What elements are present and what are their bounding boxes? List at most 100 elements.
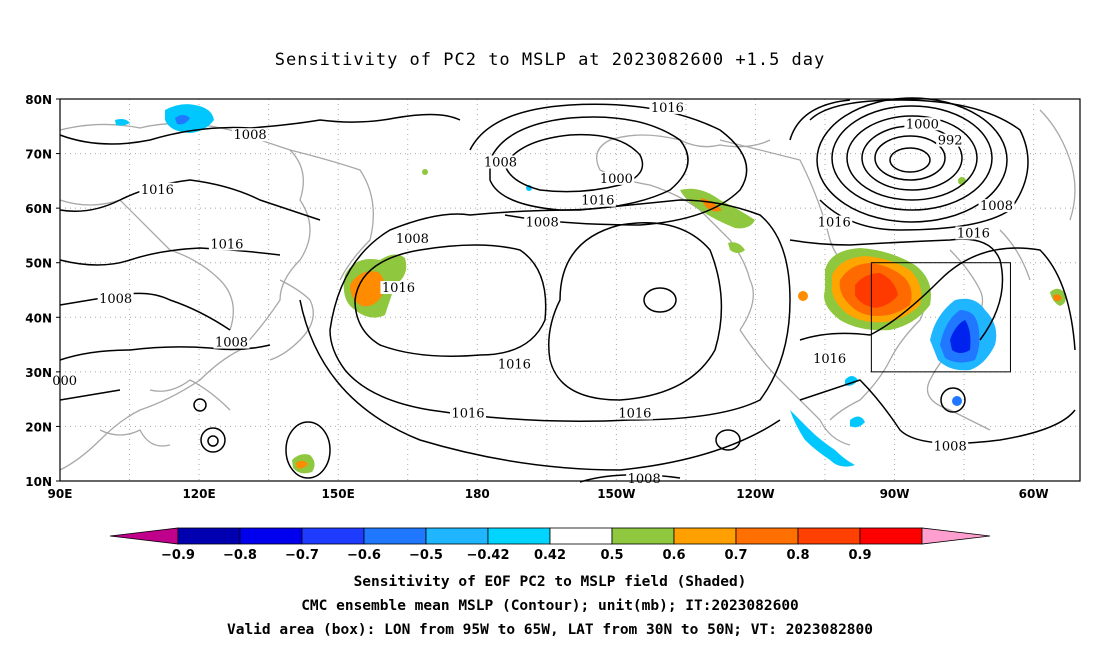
colorbar-label: 0.8 — [786, 548, 809, 563]
colorbar-label: −0.42 — [467, 548, 510, 563]
colorbar-segment — [797, 527, 861, 545]
colorbar-segment — [363, 527, 427, 545]
colorbar-max-triangle — [921, 527, 991, 545]
colorbar-segment — [177, 527, 241, 545]
lat-label: 50N — [25, 257, 52, 271]
colorbar-segment — [859, 527, 923, 545]
valid-area-box — [870, 262, 1011, 373]
contour-label: 1016 — [498, 357, 531, 372]
contour-label: 1016 — [618, 407, 651, 422]
colorbar-label: 0.7 — [724, 548, 747, 563]
lat-label: 70N — [25, 148, 52, 162]
contour-label: 1008 — [628, 472, 661, 487]
colorbar-segment — [673, 527, 737, 545]
contour-label-bg — [616, 406, 653, 420]
contour-label: 000 — [52, 374, 77, 389]
lat-label: 30N — [25, 366, 52, 380]
contour-label: 1008 — [215, 336, 248, 351]
lat-label: 10N — [25, 475, 52, 489]
contour-label: 1016 — [818, 216, 851, 231]
contour-label-bg — [50, 373, 79, 387]
contour-label: 1000 — [906, 117, 939, 132]
contour-label: 1008 — [526, 216, 559, 231]
contour-label: 1016 — [451, 407, 484, 422]
lon-label: 180 — [465, 487, 490, 501]
colorbar-min-triangle — [109, 527, 179, 545]
contour-label-bg — [394, 231, 431, 245]
contour-label-bg — [811, 351, 848, 365]
contour-label-bg — [598, 171, 635, 185]
lat-axis-labels: 80N 70N 60N 50N 40N 30N 20N 10N — [25, 93, 60, 489]
contour-label: 1016 — [141, 183, 174, 198]
lon-label: 120E — [182, 487, 215, 501]
lon-label: 90W — [880, 487, 910, 501]
footer-line-1: Sensitivity of EOF PC2 to MSLP field (Sh… — [353, 574, 747, 590]
colorbar-label: −0.6 — [347, 548, 381, 563]
lat-label: 40N — [25, 311, 52, 325]
colorbar-label: −0.7 — [285, 548, 319, 563]
contour-label: 1008 — [484, 155, 517, 170]
lat-label: 60N — [25, 202, 52, 216]
contour-label-bg — [955, 226, 992, 240]
contour-label: 1008 — [980, 199, 1013, 214]
contour-label: 992 — [938, 134, 963, 149]
contour-label: 1016 — [210, 237, 243, 252]
contour-label-bg — [524, 215, 561, 229]
colorbar-segment — [487, 527, 551, 545]
colorbar-segment — [239, 527, 303, 545]
colorbar: −0.9 −0.8 −0.7 −0.6 −0.5 −0.42 0.42 0.5 0.6 0.7 0.… — [109, 527, 991, 563]
lat-label: 20N — [25, 420, 52, 434]
contour-label-bg — [450, 406, 486, 420]
contour-label-bg — [496, 357, 533, 371]
colorbar-segment — [735, 527, 799, 545]
contour-label: 1016 — [581, 194, 614, 209]
colorbar-label: 0.6 — [662, 548, 685, 563]
contour-labels: 1008 1016 1016 1008 1008 000 1008 1016 1016 1016 1… — [50, 100, 1015, 487]
footer-line-2: CMC ensemble mean MSLP (Contour); unit(m… — [301, 598, 799, 614]
lon-label: 120W — [736, 487, 774, 501]
contour-label-bg — [380, 281, 417, 294]
contour-label-bg — [139, 182, 176, 196]
lon-axis-labels: 90E 120E 150E 180 150W 120W 90W 60W — [48, 487, 1049, 501]
contour-label-bg — [978, 199, 1015, 213]
lon-label: 60W — [1019, 487, 1049, 501]
colorbar-segment — [611, 527, 675, 545]
contour-label-bg — [208, 237, 245, 251]
contour-label: 1008 — [934, 439, 967, 454]
contour-label: 1000 — [600, 172, 633, 187]
map-frame — [59, 98, 1081, 482]
colorbar-label: 0.42 — [534, 548, 566, 563]
contour-label-bg — [97, 291, 134, 305]
contour-label-bg — [213, 335, 250, 349]
chart-title: Sensitivity of PC2 to MSLP at 2023082600… — [274, 50, 826, 70]
contour-label: 1016 — [382, 281, 415, 296]
contour-label-bg — [649, 100, 686, 114]
colorbar-label: −0.9 — [161, 548, 195, 563]
contour-label: 1008 — [99, 292, 132, 307]
footer-line-3: Valid area (box): LON from 95W to 65W, L… — [226, 622, 873, 638]
contour-label: 1016 — [957, 226, 990, 241]
contour-label-bg — [904, 117, 941, 131]
lon-label: 90E — [48, 487, 73, 501]
contour-label: 1008 — [234, 128, 267, 143]
colorbar-segment — [549, 527, 613, 545]
mslp-contours — [59, 97, 1076, 483]
contour-label-bg — [232, 128, 269, 142]
lon-label: 150W — [597, 487, 635, 501]
contour-label-bg — [482, 155, 519, 169]
colorbar-segment — [425, 527, 489, 545]
contour-label: 1016 — [651, 101, 684, 116]
contour-label-bg — [816, 215, 853, 229]
lon-label: 150E — [322, 487, 355, 501]
contour-label-bg — [932, 439, 969, 453]
colorbar-label: −0.8 — [223, 548, 257, 563]
contour-label-bg — [579, 193, 616, 207]
lat-label: 80N — [25, 93, 52, 107]
colorbar-label: 0.9 — [848, 548, 871, 563]
contour-label: 1008 — [396, 232, 429, 247]
shaded-sensitivity — [115, 104, 1066, 474]
colorbar-label: 0.5 — [600, 548, 623, 563]
contour-label-bg — [626, 472, 663, 485]
colorbar-label: −0.5 — [409, 548, 443, 563]
